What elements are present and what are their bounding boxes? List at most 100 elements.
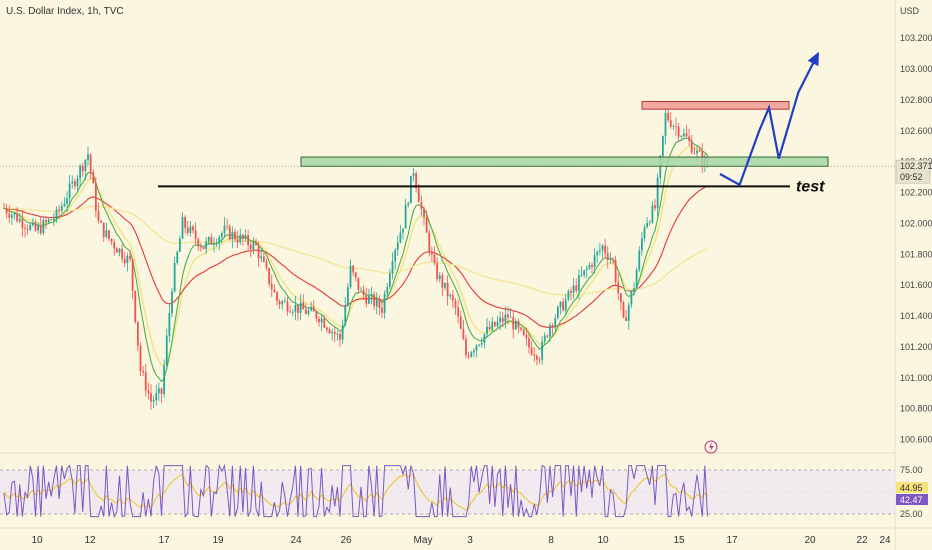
candle-body <box>388 273 391 287</box>
candle-body <box>71 181 74 184</box>
candle-body <box>21 218 24 228</box>
candle-body <box>168 312 171 336</box>
candle-body <box>373 294 376 307</box>
candle-body <box>129 255 131 260</box>
candle-body <box>29 224 32 230</box>
candle-body <box>541 341 544 360</box>
candle-body <box>454 300 457 308</box>
rsi-value-a: 44.95 <box>900 483 923 493</box>
rsi-value-b: 42.47 <box>900 495 923 505</box>
candle-body <box>247 235 250 246</box>
candle-body <box>205 241 208 249</box>
candle-body <box>593 255 596 268</box>
candle-body <box>26 228 29 230</box>
candle-body <box>472 350 475 353</box>
candle-body <box>659 155 662 179</box>
candle-body <box>509 317 512 318</box>
candle-body <box>415 173 418 189</box>
candle-body <box>399 232 402 243</box>
candle-body <box>465 339 467 356</box>
candle-body <box>357 277 360 291</box>
candle-body <box>344 305 347 326</box>
candle-body <box>394 250 397 262</box>
candle-body <box>661 136 664 156</box>
candle-body <box>276 292 278 302</box>
candle-body <box>462 328 465 340</box>
price-tick-label: 100.600 <box>900 435 932 445</box>
candle-body <box>31 222 34 225</box>
candle-body <box>643 227 646 239</box>
candle-body <box>320 318 323 323</box>
candle-body <box>567 290 570 300</box>
candle-body <box>273 289 276 293</box>
candle-body <box>5 208 8 214</box>
date-tick-label: 3 <box>467 535 473 546</box>
candle-body <box>13 213 16 216</box>
candle-body <box>87 154 89 160</box>
chart-title: U.S. Dollar Index, 1h, TVC <box>6 6 124 17</box>
rsi-value-a-tag <box>896 482 928 493</box>
candle-body <box>215 243 218 245</box>
candle-body <box>189 226 192 233</box>
date-tick-label: 20 <box>804 535 816 546</box>
candle-body <box>236 239 239 243</box>
candle-body <box>325 327 328 330</box>
candle-body <box>559 301 562 307</box>
candle-body <box>66 198 68 204</box>
candle-body <box>409 175 412 204</box>
candle-body <box>328 329 331 334</box>
candle-body <box>488 326 491 330</box>
candle-body <box>685 133 688 137</box>
candle-body <box>178 238 181 252</box>
event-flash-icon[interactable] <box>704 440 718 454</box>
candle-body <box>486 326 488 335</box>
candle-body <box>522 329 525 336</box>
candle-body <box>423 209 425 218</box>
candle-body <box>535 355 538 360</box>
current-price-value: 102.371 <box>900 161 932 171</box>
candle-body <box>572 285 575 293</box>
candle-body <box>669 120 672 127</box>
candle-body <box>297 304 299 313</box>
price-axis[interactable]: 103.200103.000102.800102.600102.400102.2… <box>900 33 932 444</box>
date-axis[interactable]: 10 12 17 19 24 26 May 3 8 10 15 17 20 22 24 <box>31 535 891 546</box>
projection-path[interactable] <box>719 53 819 187</box>
candle-body <box>677 126 680 137</box>
date-tick-label: 19 <box>212 535 224 546</box>
date-tick-label: 8 <box>548 535 554 546</box>
date-tick-label: 17 <box>158 535 170 546</box>
candle-body <box>302 302 305 310</box>
candle-body <box>562 301 565 311</box>
candle-body <box>528 338 530 348</box>
candle-body <box>239 234 242 243</box>
candle-body <box>354 272 357 278</box>
candle-body <box>76 178 79 187</box>
price-tick-label: 103.200 <box>900 33 932 43</box>
candle-body <box>281 301 284 305</box>
candle-body <box>446 282 449 297</box>
candle-body <box>648 222 651 224</box>
candle-body <box>110 238 113 242</box>
price-tick-label: 101.000 <box>900 373 932 383</box>
candle-body <box>310 306 313 311</box>
candle-body <box>147 390 150 394</box>
rsi-tick-25: 25.00 <box>900 509 923 519</box>
candle-body <box>483 334 486 343</box>
candle-body <box>640 238 643 251</box>
candle-body <box>478 344 481 346</box>
candle-body <box>18 218 21 222</box>
candle-body <box>617 282 620 294</box>
candle-body <box>417 188 420 203</box>
candle-body <box>696 150 698 154</box>
candle-body <box>252 241 255 250</box>
candle-body <box>333 331 336 334</box>
candle-body <box>556 306 559 319</box>
resistance-zone[interactable] <box>641 100 790 110</box>
candle-body <box>580 274 583 276</box>
candle-body <box>94 183 97 211</box>
candle-body <box>625 317 628 321</box>
candle-body <box>583 270 586 275</box>
candle-body <box>131 259 134 291</box>
